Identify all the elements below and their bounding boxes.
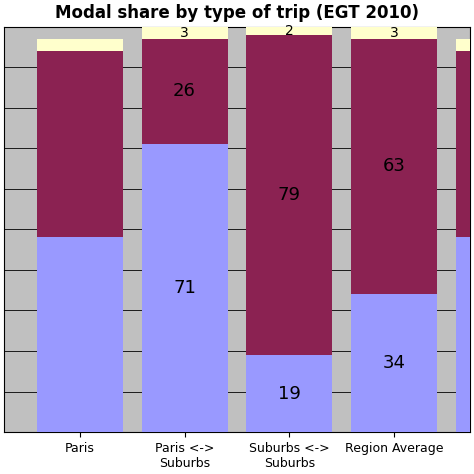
Bar <box>351 39 438 294</box>
Bar <box>351 294 438 432</box>
Bar <box>36 51 123 237</box>
Text: 79: 79 <box>278 186 301 204</box>
Text: 3: 3 <box>180 26 189 40</box>
Text: 3: 3 <box>390 26 399 40</box>
Bar <box>456 51 474 237</box>
Text: 34: 34 <box>383 354 406 372</box>
Text: 71: 71 <box>173 279 196 297</box>
Text: 19: 19 <box>278 384 301 402</box>
Bar <box>142 144 228 432</box>
Bar <box>351 27 438 39</box>
Title: Modal share by type of trip (EGT 2010): Modal share by type of trip (EGT 2010) <box>55 4 419 22</box>
Text: 2: 2 <box>285 24 294 37</box>
Bar <box>456 39 474 51</box>
Bar <box>246 35 332 355</box>
Text: 63: 63 <box>383 157 406 175</box>
Text: 26: 26 <box>173 82 196 100</box>
Bar <box>36 39 123 51</box>
Bar <box>142 27 228 39</box>
Bar <box>142 39 228 144</box>
Bar <box>246 355 332 432</box>
Bar <box>36 237 123 432</box>
Bar <box>456 237 474 432</box>
Bar <box>246 27 332 35</box>
